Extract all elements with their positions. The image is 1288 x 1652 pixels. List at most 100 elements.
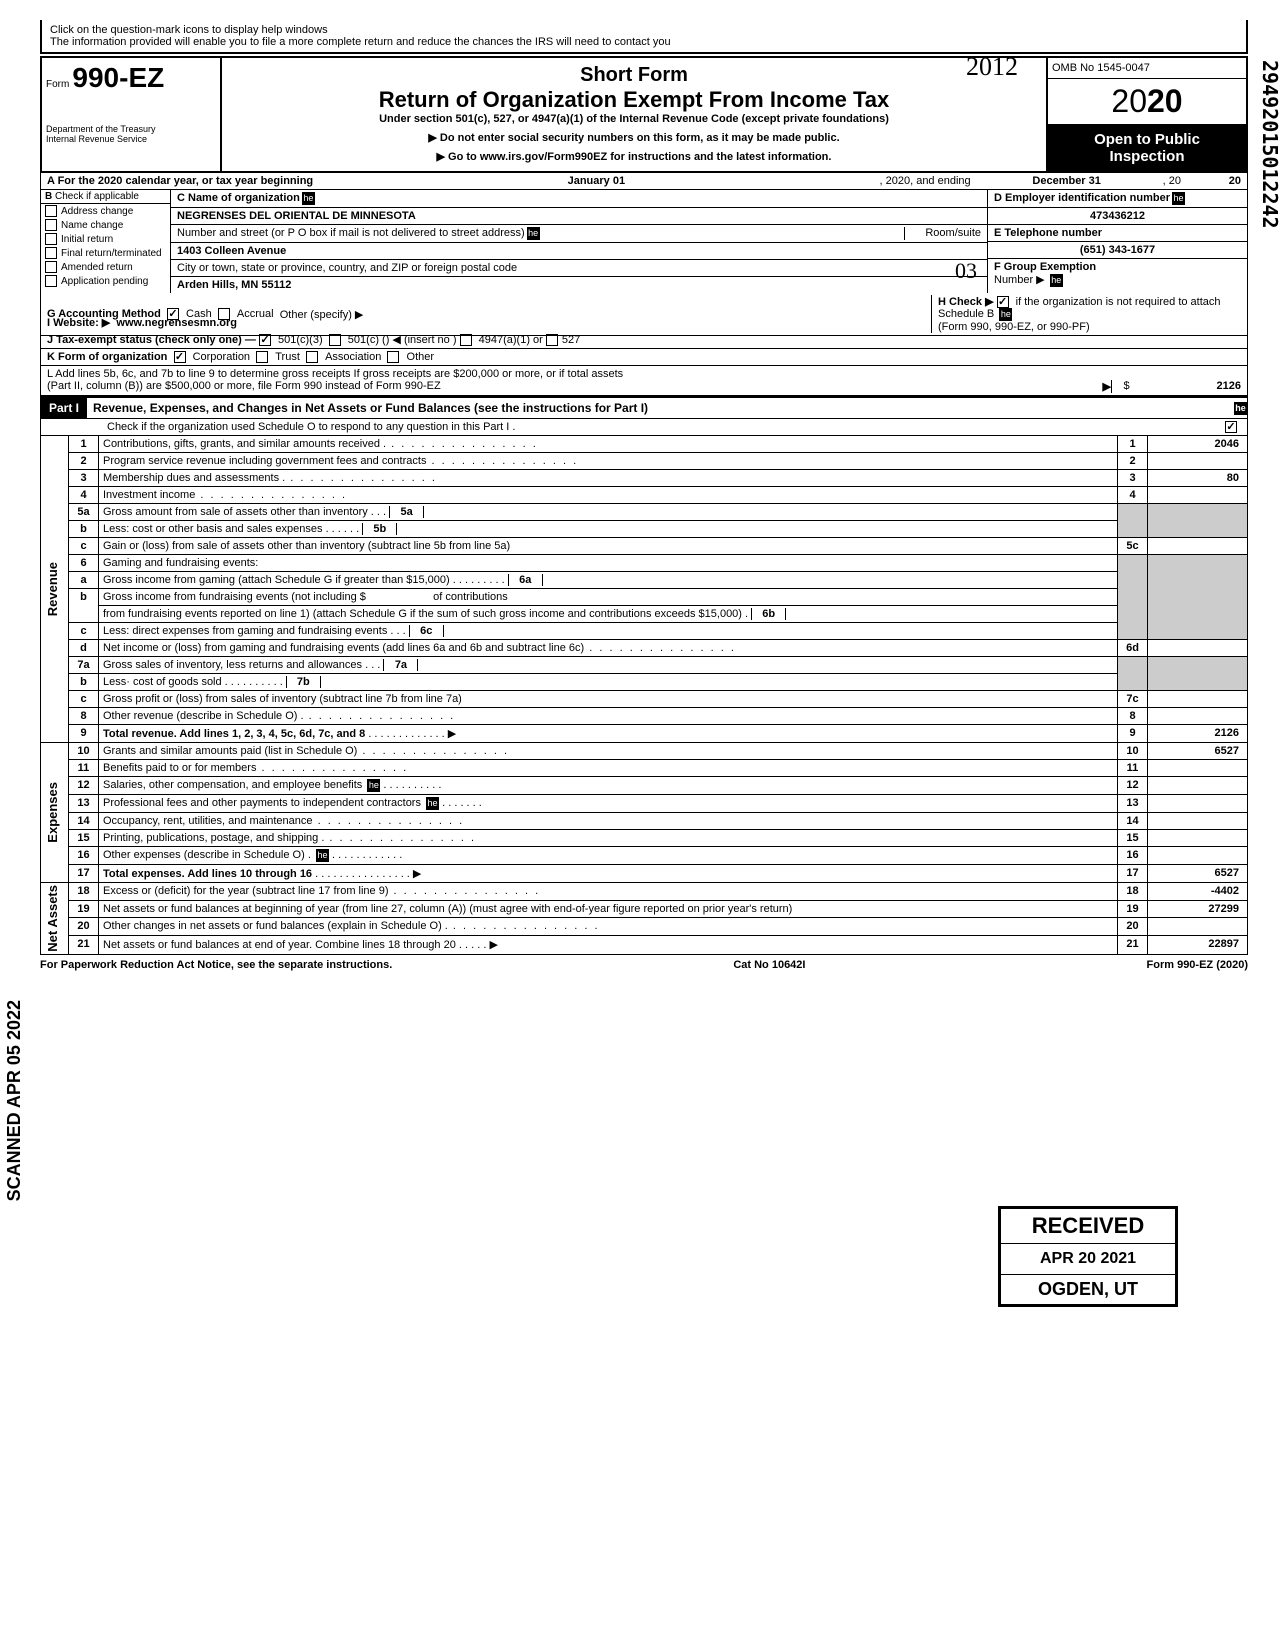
b-item-2: Initial return (61, 234, 113, 245)
top-help-note: Click on the question-mark icons to disp… (40, 20, 1248, 54)
line-7a-desc: Gross sales of inventory, less returns a… (103, 659, 362, 671)
l-text2: (Part II, column (B)) are $500,000 or mo… (47, 380, 441, 393)
inspection: Inspection (1109, 148, 1184, 165)
chk-amended-return[interactable] (45, 261, 57, 273)
line-19-desc: Net assets or fund balances at beginning… (99, 900, 1118, 918)
addr-city: Arden Hills, MN 55112 (177, 279, 291, 291)
chk-name-change[interactable] (45, 219, 57, 231)
footer-mid: Cat No 10642I (733, 959, 805, 971)
line-7b-num: b (69, 674, 99, 691)
chk-other[interactable] (387, 351, 399, 363)
website: www.negrensesmn.org (116, 317, 237, 329)
line-5c-desc: Gain or (loss) from sale of assets other… (99, 538, 1118, 555)
line-6a-desc: Gross income from gaming (attach Schedul… (103, 574, 456, 586)
line-12-desc: Salaries, other compensation, and employ… (103, 779, 362, 791)
phone: (651) 343-1677 (1080, 244, 1155, 256)
side-serial: 29492015012242 (1258, 60, 1282, 229)
j-501c3: 501(c)(3) (278, 334, 323, 346)
instr-website: ▶ Go to www.irs.gov/Form990EZ for instru… (228, 150, 1040, 163)
line-5b-num: b (69, 521, 99, 538)
b-check-label: Check if applicable (55, 191, 139, 202)
line-6b-desc2: of contributions (433, 591, 508, 603)
line-6c-desc: Less: direct expenses from gaming and fu… (103, 625, 387, 637)
j-insert: ) ◀ (insert no ) (386, 333, 457, 346)
line-10-val: 6527 (1148, 743, 1248, 760)
j-4947: 4947(a)(1) or (479, 334, 543, 346)
help-icon[interactable]: he (426, 797, 439, 810)
b-item-1: Name change (61, 220, 123, 231)
open-public: Open to Public (1094, 131, 1200, 148)
help-icon[interactable]: he (316, 849, 329, 862)
line-18-val: -4402 (1148, 883, 1248, 901)
line-4-desc: Investment income (99, 487, 1118, 504)
section-b-through-f: B Check if applicable Address change Nam… (40, 190, 1248, 293)
h-sub: (Form 990, 990-EZ, or 990-PF) (938, 321, 1090, 333)
chk-schedule-o[interactable] (1225, 421, 1237, 433)
row-a-end: December 31 (977, 173, 1157, 189)
chk-527[interactable] (546, 334, 558, 346)
j-label: J Tax-exempt status (check only one) — (47, 334, 256, 346)
i-label: I Website: ▶ (47, 316, 110, 329)
year-prefix: 20 (1111, 83, 1147, 119)
row-a-tax-year: A For the 2020 calendar year, or tax yea… (40, 173, 1248, 190)
line-7b-desc: Less· cost of goods sold (103, 676, 222, 688)
tax-year: 2020 (1048, 79, 1246, 125)
k-corp: Corporation (193, 351, 250, 363)
line-9-val: 2126 (1148, 725, 1248, 743)
line-1-desc: Contributions, gifts, grants, and simila… (99, 436, 1118, 453)
chk-501c3[interactable] (259, 334, 271, 346)
help-icon[interactable]: he (302, 192, 315, 205)
g-accrual: Accrual (237, 308, 274, 320)
help-icon[interactable]: he (1172, 192, 1185, 205)
chk-initial-return[interactable] (45, 233, 57, 245)
help-icon[interactable]: he (367, 779, 380, 792)
d-label: D Employer identification number (994, 192, 1170, 204)
title-main: Return of Organization Exempt From Incom… (228, 87, 1040, 113)
received-stamp: RECEIVED APR 20 2021 OGDEN, UT (998, 1206, 1178, 1307)
line-4-val (1148, 487, 1248, 504)
line-1-val: 2046 (1148, 436, 1248, 453)
chk-4947[interactable] (460, 334, 472, 346)
l-dollar: $ (1111, 380, 1141, 393)
chk-h[interactable] (997, 296, 1009, 308)
line-21-desc: Net assets or fund balances at end of ye… (103, 939, 456, 951)
chk-corp[interactable] (174, 351, 186, 363)
dept-treasury: Department of the Treasury (46, 124, 156, 134)
part-i-title: Revenue, Expenses, and Changes in Net As… (87, 398, 1232, 418)
chk-address-change[interactable] (45, 205, 57, 217)
row-a-begin: January 01 (319, 173, 873, 189)
line-6a-num: a (69, 572, 99, 589)
l-text1: L Add lines 5b, 6c, and 7b to line 9 to … (47, 368, 623, 380)
footer-left: For Paperwork Reduction Act Notice, see … (40, 959, 392, 971)
k-trust: Trust (275, 351, 300, 363)
line-5c-num: c (69, 538, 99, 555)
addr-street: 1403 Colleen Avenue (177, 245, 286, 257)
chk-assoc[interactable] (306, 351, 318, 363)
page-footer: For Paperwork Reduction Act Notice, see … (40, 955, 1248, 975)
chk-501c[interactable] (329, 334, 341, 346)
chk-application-pending[interactable] (45, 275, 57, 287)
chk-final-return[interactable] (45, 247, 57, 259)
line-21-val: 22897 (1148, 935, 1248, 954)
line-6d-num: d (69, 640, 99, 657)
b-item-3: Final return/terminated (61, 248, 162, 259)
k-other: Other (407, 351, 435, 363)
line-9-desc: Total revenue. Add lines 1, 2, 3, 4, 5c,… (103, 728, 365, 740)
addr-label: Number and street (or P O box if mail is… (177, 227, 525, 240)
help-icon[interactable]: he (1050, 274, 1063, 287)
chk-trust[interactable] (256, 351, 268, 363)
help-icon[interactable]: he (527, 227, 540, 240)
line-6b-desc3: from fundraising events reported on line… (103, 608, 748, 620)
line-2-desc: Program service revenue including govern… (99, 453, 1118, 470)
form-number: 990-EZ (72, 62, 164, 93)
line-7c-num: c (69, 691, 99, 708)
line-3-desc: Membership dues and assessments . (99, 470, 1118, 487)
year-bold: 20 (1147, 83, 1183, 119)
line-16-desc: Other expenses (describe in Schedule O) … (103, 849, 311, 861)
omb-number: OMB No 1545-0047 (1048, 58, 1246, 79)
handwritten-03: 03 (955, 258, 977, 284)
help-icon[interactable]: he (999, 308, 1012, 321)
line-6c-num: c (69, 623, 99, 640)
help-icon[interactable]: he (1234, 402, 1247, 415)
org-name: NEGRENSES DEL ORIENTAL DE MINNESOTA (177, 210, 416, 222)
